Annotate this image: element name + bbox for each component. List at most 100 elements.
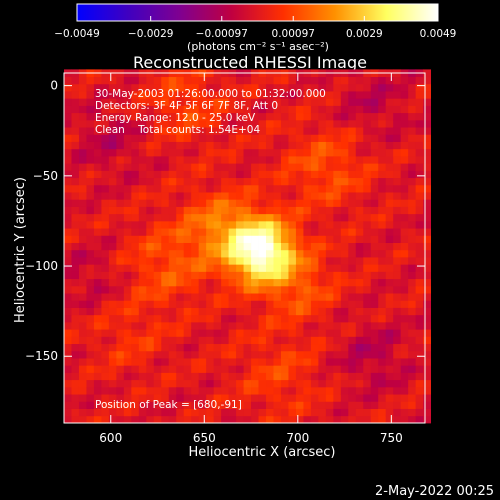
heatmap-cell [318,155,327,164]
heatmap-cell [131,76,140,85]
heatmap-cell [221,148,229,157]
heatmap-cell [183,379,192,388]
heatmap-cell [101,220,110,229]
heatmap-cell [228,98,237,106]
heatmap-cell [408,83,417,92]
heatmap-cell [370,141,379,150]
heatmap-cell [228,184,237,193]
heatmap-cell [363,386,372,395]
heatmap-cell [176,358,185,366]
heatmap-cell [355,127,364,135]
heatmap-cell [213,112,222,121]
heatmap-cell [191,343,200,352]
heatmap-cell [168,242,177,251]
heatmap-cell [78,199,87,207]
heatmap-cell [370,379,379,388]
heatmap-cell [333,148,342,157]
heatmap-cell [251,285,259,294]
heatmap-cell [221,264,229,272]
heatmap-cell [78,91,87,99]
heatmap-cell [340,98,349,106]
heatmap-cell [393,314,402,323]
heatmap-cell [78,307,87,316]
heatmap-cell [280,127,289,135]
heatmap-cell [325,278,334,287]
heatmap-cell [273,386,282,395]
heatmap-cell [423,76,432,85]
heatmap-cell [355,206,364,215]
heatmap-cell [183,119,192,128]
heatmap-cell [363,372,372,381]
heatmap-cell [71,141,80,150]
heatmap-cell [198,386,207,395]
heatmap-cell [101,321,110,330]
heatmap-cell [168,83,177,92]
heatmap-cell [183,91,192,99]
heatmap-cell [288,98,297,106]
heatmap-cell [64,329,72,337]
peak-position-label: Position of Peak = [680,-91] [95,399,242,411]
heatmap-cell [273,76,282,85]
heatmap-cell [183,271,192,280]
heatmap-cell [295,170,304,179]
heatmap-cell [161,127,170,135]
heatmap-cell [363,235,372,243]
heatmap-cell [116,293,125,301]
heatmap-cell [258,220,267,229]
heatmap-cell [168,285,177,294]
heatmap-cell [86,127,95,135]
heatmap-cell [273,170,282,179]
heatmap-cell [370,192,379,200]
heatmap-cell [303,177,312,186]
heatmap-cell [348,242,357,251]
heatmap-cell [101,119,110,128]
heatmap-cell [325,358,334,366]
heatmap-cell [251,206,259,215]
heatmap-cell [273,329,282,337]
heatmap-cell [86,307,95,316]
heatmap-cell [123,264,132,272]
heatmap-cell [325,184,334,193]
heatmap-cell [355,415,364,424]
heatmap-cell [295,293,304,301]
heatmap-cell [280,278,289,287]
heatmap-cell [325,386,334,395]
heatmap-cell [64,91,72,99]
heatmap-cell [243,112,252,121]
heatmap-cell [318,307,327,316]
heatmap-cell [221,358,229,366]
heatmap-cell [176,83,185,92]
heatmap-cell [243,148,252,157]
heatmap-cell [236,365,244,373]
heatmap-cell [423,293,432,301]
heatmap-cell [266,228,274,236]
heatmap-cell [123,155,132,164]
footer-date: 2-May-2022 00:25 [375,484,494,499]
heatmap-cell [78,408,87,417]
heatmap-cell [243,350,252,359]
heatmap-cell [146,314,155,323]
heatmap-cell [236,163,244,171]
heatmap-cell [273,228,282,236]
heatmap-cell [340,350,349,359]
heatmap-cell [108,386,117,395]
heatmap-cell [93,220,102,229]
heatmap-cell [191,184,200,193]
heatmap-cell [153,163,162,171]
heatmap-cell [266,199,274,207]
heatmap-cell [251,293,259,301]
heatmap-cell [236,321,244,330]
heatmap-cell [325,343,334,352]
heatmap-cell [355,401,364,409]
heatmap-cell [280,112,289,121]
heatmap-cell [64,307,72,316]
heatmap-cell [303,257,312,265]
heatmap-cell [86,220,95,229]
heatmap-cell [116,285,125,294]
heatmap-cell [116,350,125,359]
heatmap-cell [393,249,402,258]
heatmap-cell [86,365,95,373]
heatmap-cell [243,386,252,395]
heatmap-cell [333,278,342,287]
heatmap-cell [228,401,237,409]
